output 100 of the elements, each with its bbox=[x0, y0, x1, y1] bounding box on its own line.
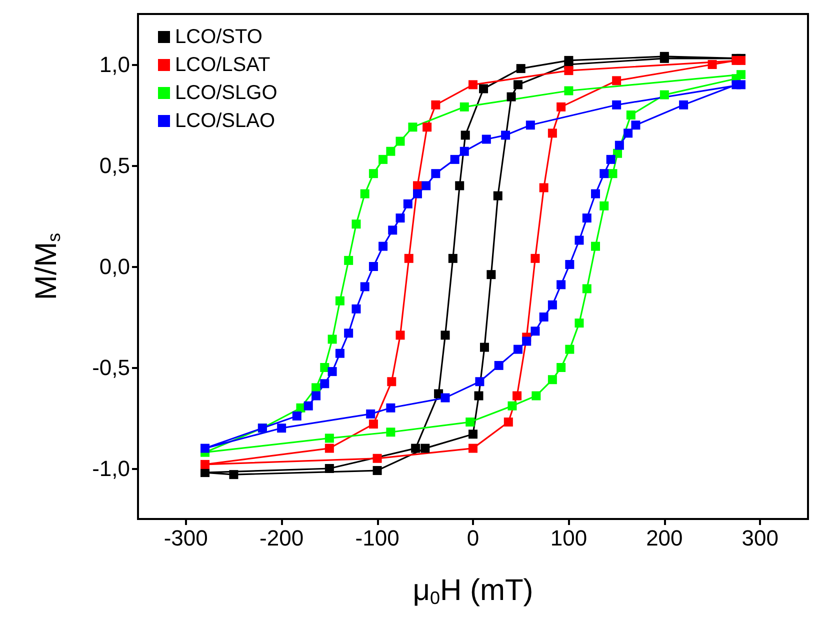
point bbox=[565, 260, 574, 269]
point bbox=[277, 424, 286, 433]
point bbox=[591, 189, 600, 198]
point bbox=[378, 154, 388, 164]
x-tick-label: 300 bbox=[742, 526, 778, 550]
legend-label: LCO/SLAO bbox=[175, 110, 276, 132]
point bbox=[474, 391, 484, 400]
legend-label: LCO/STO bbox=[175, 26, 262, 48]
point bbox=[328, 367, 337, 376]
point bbox=[475, 377, 484, 386]
point bbox=[556, 363, 566, 372]
point bbox=[466, 418, 475, 427]
point bbox=[324, 464, 334, 473]
point bbox=[460, 102, 469, 112]
point bbox=[335, 296, 344, 306]
point bbox=[480, 342, 489, 352]
point bbox=[440, 393, 450, 402]
point bbox=[200, 460, 210, 469]
point bbox=[468, 444, 478, 453]
point bbox=[387, 377, 396, 386]
point bbox=[591, 242, 600, 251]
point bbox=[600, 201, 609, 210]
point bbox=[372, 466, 382, 476]
point bbox=[360, 282, 370, 292]
point bbox=[396, 214, 405, 223]
point bbox=[372, 454, 382, 463]
point bbox=[732, 80, 741, 90]
x-tick-label: -200 bbox=[260, 526, 304, 550]
point bbox=[513, 80, 522, 90]
point bbox=[312, 383, 321, 392]
point bbox=[324, 444, 334, 453]
point bbox=[532, 391, 541, 400]
point bbox=[608, 169, 618, 178]
point bbox=[548, 375, 557, 384]
point bbox=[408, 122, 418, 132]
point bbox=[574, 236, 584, 245]
point bbox=[450, 154, 460, 164]
point bbox=[501, 130, 510, 140]
point bbox=[431, 169, 440, 178]
point bbox=[539, 312, 548, 322]
y-tick-label: 0,0 bbox=[99, 254, 130, 279]
point bbox=[526, 120, 535, 130]
point bbox=[460, 130, 470, 140]
point bbox=[344, 256, 354, 265]
point bbox=[422, 181, 431, 190]
point bbox=[624, 128, 633, 138]
x-tick-label: 0 bbox=[466, 526, 480, 550]
point bbox=[292, 411, 302, 420]
point bbox=[352, 304, 361, 314]
point bbox=[368, 169, 378, 178]
point bbox=[548, 300, 557, 310]
point bbox=[440, 330, 450, 340]
point bbox=[506, 92, 516, 102]
point bbox=[582, 214, 592, 223]
point bbox=[412, 189, 422, 198]
point bbox=[468, 80, 478, 90]
point bbox=[468, 430, 478, 439]
point bbox=[320, 363, 330, 372]
point bbox=[386, 428, 396, 437]
point bbox=[368, 420, 378, 429]
point bbox=[660, 90, 669, 100]
point bbox=[378, 242, 388, 251]
point bbox=[335, 348, 344, 358]
point bbox=[600, 169, 609, 178]
point bbox=[312, 391, 321, 400]
point bbox=[431, 100, 440, 110]
point bbox=[304, 401, 313, 410]
point bbox=[614, 140, 624, 150]
x-tick-label: -100 bbox=[355, 526, 400, 550]
point bbox=[582, 284, 592, 294]
point bbox=[455, 181, 464, 190]
point bbox=[386, 146, 396, 156]
legend-label: LCO/SLGO bbox=[175, 82, 278, 104]
point bbox=[516, 64, 526, 74]
point bbox=[612, 100, 622, 110]
x-tick-label: -300 bbox=[164, 526, 208, 550]
point bbox=[404, 254, 414, 263]
x-tick-label: 200 bbox=[646, 526, 683, 550]
point bbox=[612, 76, 622, 86]
point bbox=[360, 189, 370, 198]
point bbox=[229, 470, 238, 480]
point bbox=[539, 183, 548, 192]
point bbox=[494, 360, 504, 370]
point bbox=[396, 136, 405, 146]
point bbox=[422, 122, 432, 132]
y-tick-label: -0,5 bbox=[92, 355, 130, 380]
point bbox=[504, 418, 513, 427]
point bbox=[448, 254, 458, 263]
point bbox=[556, 102, 566, 112]
point bbox=[366, 409, 376, 418]
point bbox=[548, 128, 557, 138]
point bbox=[200, 444, 210, 453]
point bbox=[512, 391, 522, 400]
point bbox=[396, 330, 405, 340]
y-tick-label: -1,0 bbox=[92, 456, 130, 481]
point bbox=[513, 344, 522, 354]
point bbox=[564, 86, 574, 96]
x-tick-label: 100 bbox=[550, 526, 588, 550]
point bbox=[530, 326, 540, 336]
point bbox=[320, 379, 330, 388]
